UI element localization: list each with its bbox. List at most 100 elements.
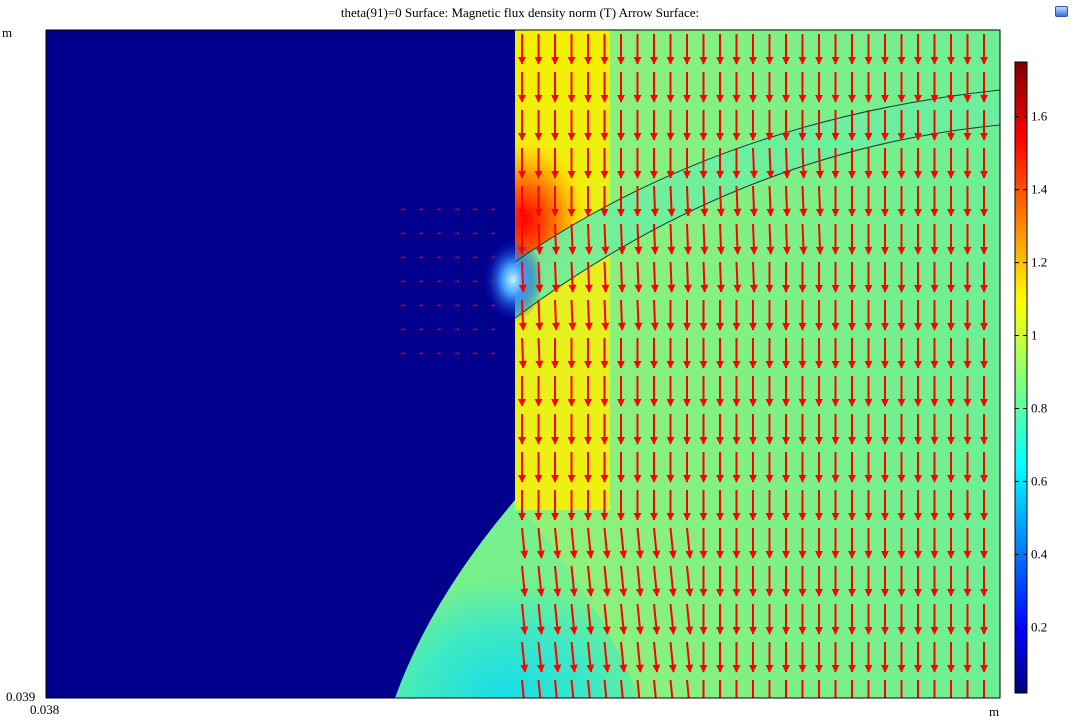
field-arrow bbox=[417, 256, 424, 259]
field-arrow bbox=[586, 527, 595, 559]
field-arrow bbox=[518, 261, 527, 293]
field-arrow bbox=[685, 565, 694, 597]
colorbar-tick-label: 1.4 bbox=[1031, 182, 1048, 197]
colorbar-tick-label: 0.4 bbox=[1031, 546, 1048, 561]
field-arrow bbox=[619, 527, 628, 559]
field-arrow bbox=[650, 223, 659, 255]
field-arrow bbox=[668, 641, 677, 673]
field-arrow bbox=[569, 565, 578, 597]
field-arrow bbox=[650, 299, 659, 331]
edge-glow bbox=[483, 238, 543, 322]
colorbar-tick-label: 0.2 bbox=[1031, 619, 1047, 634]
field-arrow bbox=[653, 679, 657, 698]
field-arrow bbox=[520, 603, 529, 635]
field-arrow bbox=[782, 185, 791, 217]
field-arrow bbox=[471, 208, 478, 211]
colorbar-tick-label: 1 bbox=[1031, 328, 1038, 343]
field-arrow bbox=[716, 223, 725, 255]
field-arrow bbox=[518, 299, 527, 331]
field-arrow bbox=[417, 280, 424, 283]
field-arrow bbox=[602, 641, 611, 673]
field-arrow bbox=[399, 208, 406, 211]
field-arrow bbox=[733, 223, 742, 255]
field-arrow bbox=[685, 603, 694, 635]
field-arrow bbox=[399, 280, 406, 283]
field-arrow bbox=[766, 147, 775, 179]
field-arrow bbox=[417, 352, 424, 355]
boundary-line-lower bbox=[514, 124, 1000, 319]
field-arrow bbox=[568, 261, 577, 293]
field-arrow bbox=[399, 232, 406, 235]
field-arrow bbox=[435, 352, 442, 355]
field-arrow bbox=[553, 603, 562, 635]
field-arrow bbox=[489, 208, 496, 211]
field-arrow bbox=[489, 232, 496, 235]
field-arrow bbox=[417, 232, 424, 235]
field-arrow bbox=[569, 527, 578, 559]
field-arrow bbox=[617, 299, 626, 331]
field-arrow bbox=[669, 679, 674, 698]
field-arrow bbox=[453, 328, 460, 331]
field-arrow bbox=[536, 641, 545, 673]
field-arrow bbox=[620, 679, 624, 698]
field-arrow bbox=[652, 565, 661, 597]
field-arrow bbox=[551, 223, 560, 255]
field-arrow bbox=[634, 299, 643, 331]
field-arrow bbox=[733, 185, 742, 217]
field-arrow bbox=[635, 641, 644, 673]
field-arrow bbox=[417, 304, 424, 307]
field-arrow bbox=[586, 641, 595, 673]
field-arrow bbox=[619, 641, 628, 673]
field-arrow bbox=[700, 185, 709, 217]
field-arrow bbox=[489, 256, 496, 259]
field-arrow bbox=[668, 603, 677, 635]
arrow-field bbox=[399, 34, 988, 698]
field-arrow bbox=[553, 565, 562, 597]
field-arrow bbox=[749, 223, 758, 255]
field-arrow bbox=[668, 527, 677, 559]
field-arrow bbox=[584, 223, 593, 255]
field-arrow bbox=[667, 185, 676, 217]
field-arrow bbox=[619, 565, 628, 597]
field-arrow bbox=[453, 280, 460, 283]
field-arrow bbox=[551, 299, 560, 331]
field-arrow bbox=[602, 565, 611, 597]
field-arrow bbox=[635, 565, 644, 597]
field-arrow bbox=[617, 223, 626, 255]
field-arrow bbox=[650, 261, 659, 293]
field-arrow bbox=[568, 299, 577, 331]
field-arrow bbox=[650, 185, 659, 217]
field-arrow bbox=[602, 603, 611, 635]
field-arrow bbox=[652, 527, 661, 559]
field-arrow bbox=[635, 603, 644, 635]
field-arrow bbox=[815, 185, 824, 217]
field-arrow bbox=[471, 304, 478, 307]
field-arrow bbox=[686, 679, 690, 698]
field-arrow bbox=[453, 232, 460, 235]
plot-frame bbox=[45, 29, 1001, 699]
field-arrow bbox=[435, 232, 442, 235]
field-arrow bbox=[417, 208, 424, 211]
field-arrow bbox=[584, 261, 593, 293]
field-arrow bbox=[634, 261, 643, 293]
field-arrow bbox=[602, 527, 611, 559]
field-arrow bbox=[536, 603, 545, 635]
field-arrow bbox=[535, 337, 544, 369]
field-arrow bbox=[683, 261, 692, 293]
field-arrow bbox=[766, 185, 775, 217]
field-arrow bbox=[399, 304, 406, 307]
field-arrow bbox=[471, 352, 478, 355]
field-arrow bbox=[453, 352, 460, 355]
field-arrow bbox=[667, 223, 676, 255]
field-arrow bbox=[399, 328, 406, 331]
field-arrow bbox=[700, 261, 709, 293]
field-arrow bbox=[766, 223, 775, 255]
field-arrow bbox=[435, 280, 442, 283]
colorbar-tick-label: 1.2 bbox=[1031, 255, 1047, 270]
field-arrow bbox=[586, 565, 595, 597]
view-toggle-icon[interactable] bbox=[1055, 6, 1068, 17]
field-arrow bbox=[435, 208, 442, 211]
field-arrow bbox=[815, 223, 824, 255]
